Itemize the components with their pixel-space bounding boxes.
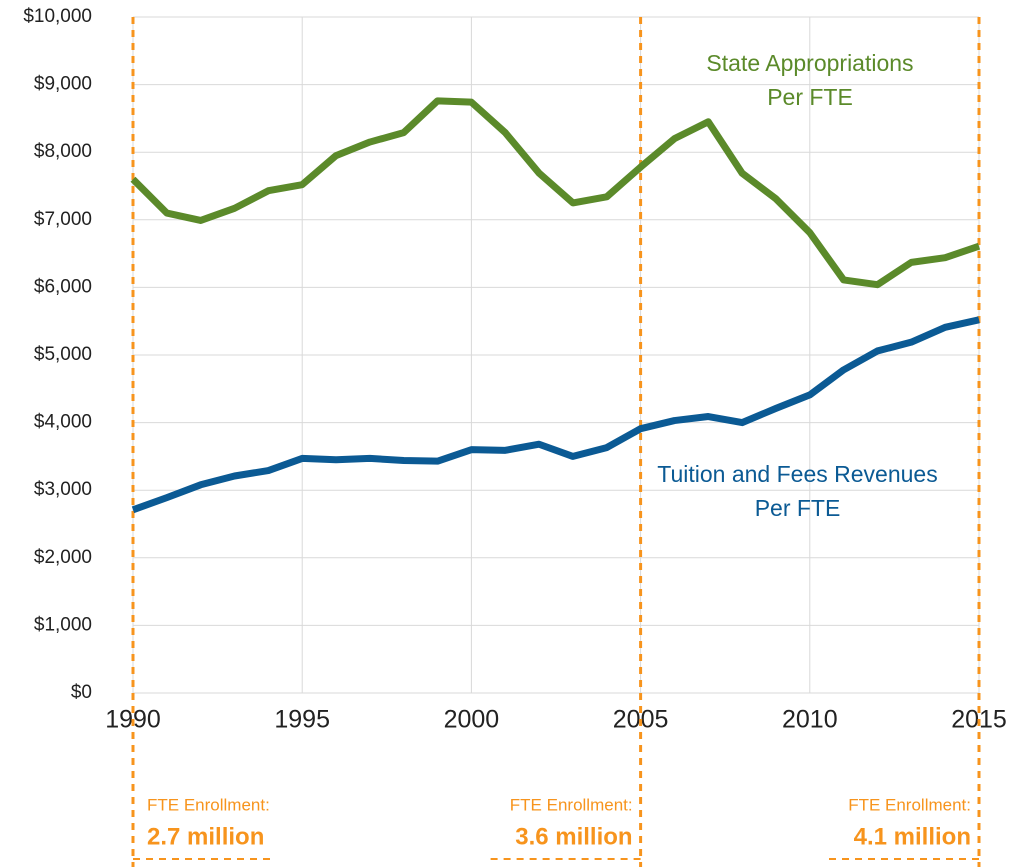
y-tick-label: $8,000 xyxy=(34,141,92,162)
enrollment-value: 4.1 million xyxy=(854,823,971,850)
series-label: State Appropriations Per FTE xyxy=(706,50,914,110)
y-tick-label: $2,000 xyxy=(34,547,92,568)
y-tick-label: $5,000 xyxy=(34,344,92,365)
enrollment-value: 2.7 million xyxy=(147,823,264,850)
y-tick-label: $6,000 xyxy=(34,276,92,297)
y-tick-label: $3,000 xyxy=(34,479,92,500)
enrollment-title: FTE Enrollment: xyxy=(510,795,633,814)
x-tick-label: 1995 xyxy=(274,706,330,734)
y-tick-label: $10,000 xyxy=(23,6,92,27)
y-tick-label: $0 xyxy=(71,682,92,703)
series-line xyxy=(130,97,981,289)
series-line xyxy=(131,316,980,514)
y-tick-label: $1,000 xyxy=(34,614,92,635)
y-tick-label: $4,000 xyxy=(34,412,92,433)
x-tick-label: 2010 xyxy=(782,706,838,734)
enrollment-value: 3.6 million xyxy=(515,823,632,850)
y-tick-label: $9,000 xyxy=(34,74,92,95)
x-tick-label: 2000 xyxy=(444,706,500,734)
enrollment-title: FTE Enrollment: xyxy=(848,795,971,814)
enrollment-title: FTE Enrollment: xyxy=(147,795,270,814)
series-label: Tuition and Fees Revenues Per FTE xyxy=(657,461,938,521)
y-tick-label: $7,000 xyxy=(34,209,92,230)
